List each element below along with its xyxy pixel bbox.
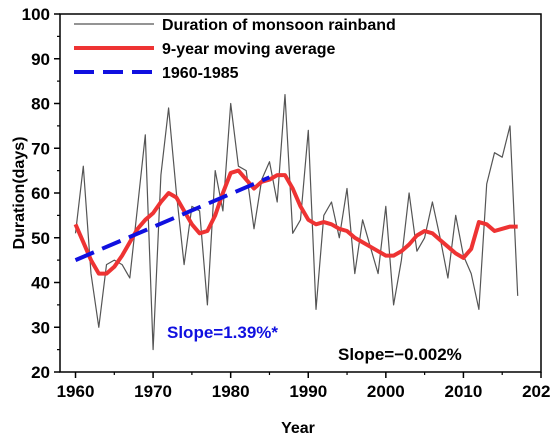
x-tick-label: 1980 — [212, 382, 250, 401]
x-tick-label: 2020 — [522, 382, 550, 401]
series-line-1 — [74, 93, 519, 351]
y-tick-label: 90 — [31, 50, 50, 69]
series-line-2 — [73, 168, 518, 276]
y-tick-label: 60 — [31, 184, 50, 203]
legend-label-3: 1960-1985 — [162, 65, 239, 82]
legend-label-1: Duration of monsoon rainband — [162, 17, 396, 34]
x-tick-label: 1970 — [134, 382, 172, 401]
x-tick-label: 2000 — [367, 382, 405, 401]
y-tick-label: 80 — [31, 95, 50, 114]
y-tick-label: 100 — [22, 5, 50, 24]
x-tick-label: 1990 — [289, 382, 327, 401]
series-line-3 — [74, 175, 271, 262]
y-tick-label: 20 — [31, 363, 50, 382]
legend-label-2: 9-year moving average — [162, 41, 336, 58]
y-tick-label: 50 — [31, 229, 50, 248]
y-axis-title: Duration(days) — [11, 137, 28, 250]
y-tick-label: 30 — [31, 318, 50, 337]
x-axis-title: Year — [281, 420, 315, 437]
y-tick-label: 40 — [31, 274, 50, 293]
y-tick-label: 70 — [31, 139, 50, 158]
x-tick-label: 1960 — [57, 382, 95, 401]
x-tick-label: 2010 — [445, 382, 483, 401]
slope-annotation-1: Slope=1.39%* — [167, 323, 278, 342]
slope-annotation-2: Slope=−0.002% — [338, 345, 462, 364]
plot-frame — [59, 13, 542, 373]
